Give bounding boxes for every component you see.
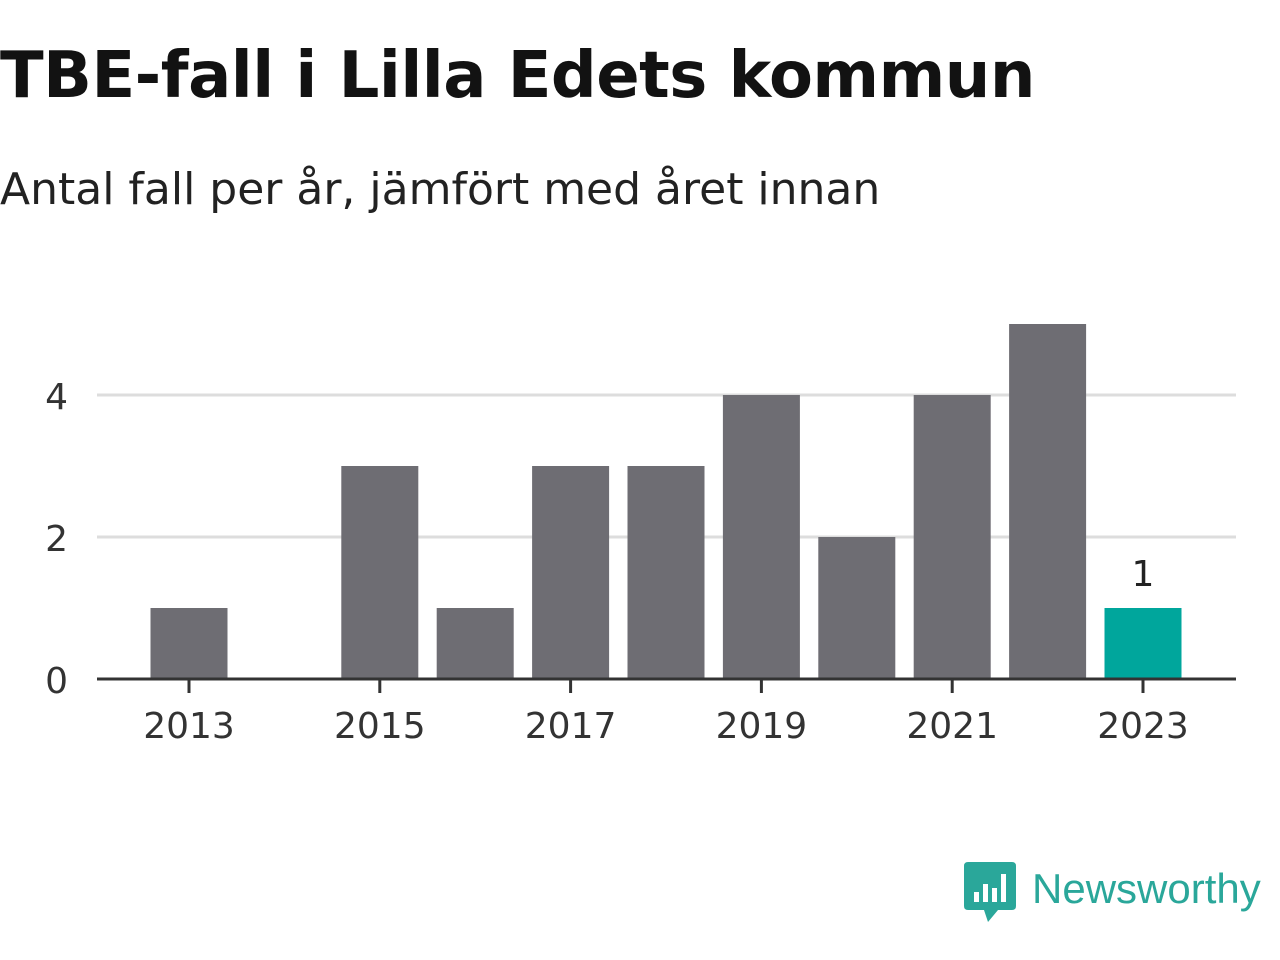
newsworthy-logo-icon	[964, 862, 1016, 922]
x-tick-label: 2013	[143, 706, 235, 747]
x-tick-label: 2017	[525, 706, 617, 747]
y-tick-label: 0	[45, 661, 68, 702]
data-label-2023: 1	[1132, 554, 1155, 595]
chart-title: TBE-fall i Lilla Edets kommun	[0, 39, 1035, 113]
bar-2020	[818, 537, 896, 679]
bar-2019	[722, 395, 800, 679]
bar-2018	[627, 466, 705, 679]
brand-name: Newsworthy	[1032, 865, 1261, 912]
x-tick-label: 2021	[906, 706, 998, 747]
x-tick-label: 2019	[716, 706, 808, 747]
y-tick-label: 2	[45, 519, 68, 560]
bar-2021	[913, 395, 991, 679]
bar-2023	[1104, 608, 1182, 679]
brand-logo: Newsworthy	[964, 862, 1261, 926]
x-tick-label: 2015	[334, 706, 426, 747]
bars	[150, 324, 1182, 679]
bar-2015	[341, 466, 419, 679]
bar-2022	[1009, 324, 1087, 679]
labels: 0 2 4 2013 2015 2017 2019 2021 2023 1	[45, 377, 1189, 747]
axes	[97, 677, 1236, 693]
bar-2013	[150, 608, 228, 679]
bar-2016	[436, 608, 514, 679]
chart-subtitle: Antal fall per år, jämfört med året inna…	[0, 164, 881, 215]
bar-2017	[532, 466, 610, 679]
y-tick-label: 4	[45, 377, 68, 418]
x-tick-label: 2023	[1097, 706, 1189, 747]
